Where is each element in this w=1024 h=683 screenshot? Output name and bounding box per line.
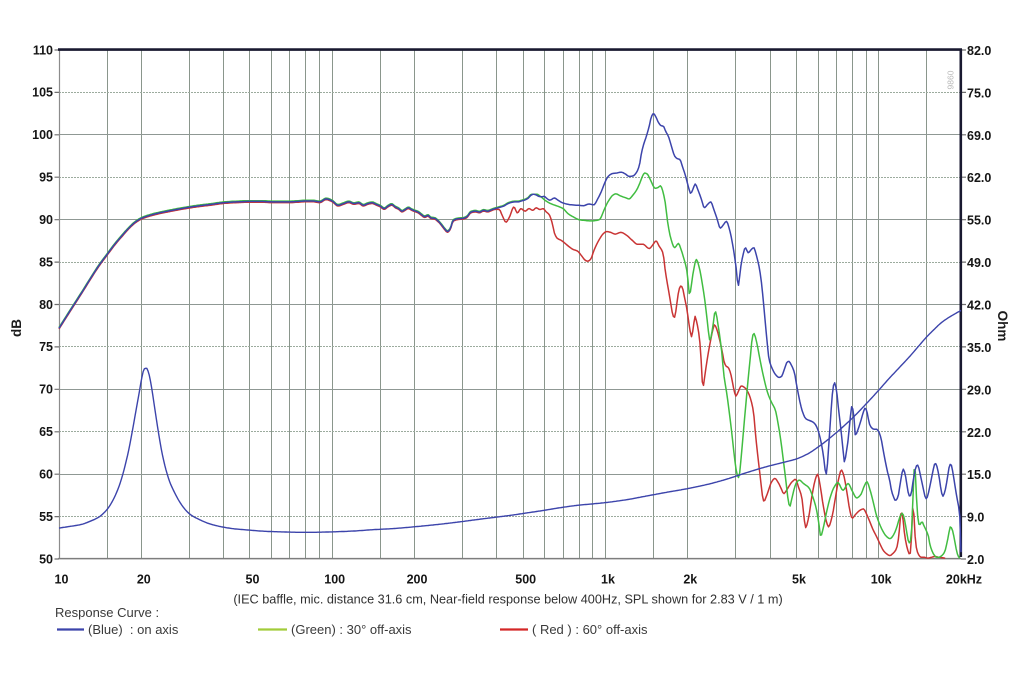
svg-text:2k: 2k xyxy=(683,573,697,587)
svg-text:35.0: 35.0 xyxy=(967,341,991,355)
svg-text:500: 500 xyxy=(515,573,536,587)
svg-text:(IEC baffle, mic. distance 31.: (IEC baffle, mic. distance 31.6 cm, Near… xyxy=(233,593,782,607)
svg-text:1k: 1k xyxy=(601,573,615,587)
svg-text:69.0: 69.0 xyxy=(967,129,991,143)
svg-text:55.0: 55.0 xyxy=(967,214,991,228)
svg-text:20: 20 xyxy=(137,573,151,587)
svg-text:2.0: 2.0 xyxy=(967,553,984,567)
svg-text:dB: dB xyxy=(9,319,24,337)
svg-text:20kHz: 20kHz xyxy=(946,573,982,587)
svg-text:(Blue) : on axis: (Blue) : on axis xyxy=(88,622,179,637)
svg-text:85: 85 xyxy=(39,255,53,269)
svg-text:100: 100 xyxy=(324,573,345,587)
svg-text:50: 50 xyxy=(39,552,53,566)
svg-text:(Green) : 30° off-axis: (Green) : 30° off-axis xyxy=(291,622,412,637)
svg-text:100: 100 xyxy=(32,128,53,142)
svg-text:75.0: 75.0 xyxy=(967,86,991,100)
svg-text:200: 200 xyxy=(407,573,428,587)
svg-text:70: 70 xyxy=(39,383,53,397)
svg-text:5k: 5k xyxy=(792,573,806,587)
svg-text:82.0: 82.0 xyxy=(967,44,991,58)
svg-text:( Red ) : 60° off-axis: ( Red ) : 60° off-axis xyxy=(532,622,648,637)
svg-text:15.0: 15.0 xyxy=(967,468,991,482)
svg-text:80: 80 xyxy=(39,298,53,312)
svg-text:95: 95 xyxy=(39,171,53,185)
svg-text:60: 60 xyxy=(39,468,53,482)
svg-text:50: 50 xyxy=(246,573,260,587)
svg-text:10k: 10k xyxy=(871,573,892,587)
svg-text:75: 75 xyxy=(39,340,53,354)
svg-text:Ohm: Ohm xyxy=(995,311,1010,342)
svg-text:Response Curve :: Response Curve : xyxy=(55,605,159,620)
svg-text:55: 55 xyxy=(39,510,53,524)
svg-text:9.0: 9.0 xyxy=(967,511,984,525)
svg-text:9860: 9860 xyxy=(946,70,956,89)
svg-text:62.0: 62.0 xyxy=(967,171,991,185)
svg-text:49.0: 49.0 xyxy=(967,256,991,270)
svg-text:22.0: 22.0 xyxy=(967,426,991,440)
svg-text:65: 65 xyxy=(39,425,53,439)
svg-text:10: 10 xyxy=(55,573,69,587)
svg-text:90: 90 xyxy=(39,213,53,227)
svg-text:29.0: 29.0 xyxy=(967,383,991,397)
svg-text:110: 110 xyxy=(33,43,53,57)
svg-text:42.0: 42.0 xyxy=(967,299,991,313)
svg-text:105: 105 xyxy=(32,86,53,100)
